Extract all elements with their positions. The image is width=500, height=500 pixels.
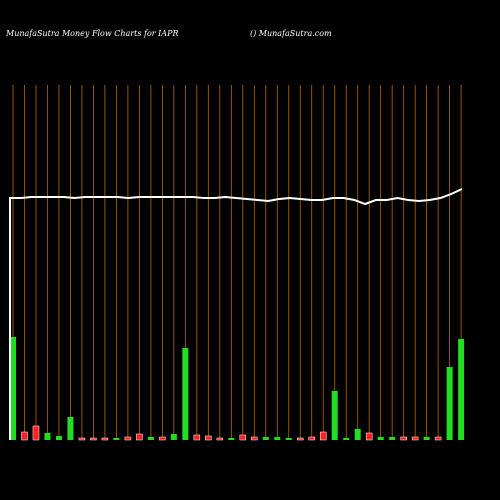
bar	[354, 429, 361, 440]
bar	[285, 438, 292, 440]
bar	[159, 436, 166, 441]
bar	[205, 435, 212, 441]
bar	[55, 436, 62, 440]
bar	[78, 437, 86, 441]
bar	[101, 437, 109, 441]
bar	[251, 436, 258, 441]
bar	[10, 337, 16, 440]
bar	[274, 437, 281, 440]
money-flow-line	[9, 188, 463, 440]
bar	[365, 432, 373, 441]
bar	[124, 436, 132, 441]
bar	[147, 437, 154, 440]
bar	[216, 437, 224, 441]
bar	[446, 367, 453, 440]
bar	[297, 437, 304, 441]
bar	[343, 438, 350, 440]
chart-subtitle: () MunafaSutra.com	[250, 29, 332, 38]
bar	[67, 417, 74, 440]
bar	[21, 431, 28, 441]
bar	[377, 437, 384, 440]
bar	[423, 437, 430, 440]
bar	[262, 437, 269, 440]
bar	[136, 433, 143, 441]
bar	[32, 425, 40, 441]
bar	[182, 348, 189, 440]
chart-title: MunafaSutra Money Flow Charts for IAPR	[5, 29, 178, 38]
bar	[193, 434, 201, 441]
bar	[113, 438, 120, 440]
bar	[90, 437, 97, 441]
bar	[389, 437, 396, 440]
bar	[411, 436, 419, 441]
bar	[308, 436, 315, 441]
bar	[319, 431, 327, 441]
bar	[434, 436, 442, 441]
bar	[458, 339, 465, 440]
bar	[239, 434, 247, 441]
bar	[170, 434, 177, 440]
bar	[228, 438, 235, 440]
bar	[44, 433, 51, 440]
bar	[400, 436, 407, 441]
bar	[331, 391, 338, 440]
